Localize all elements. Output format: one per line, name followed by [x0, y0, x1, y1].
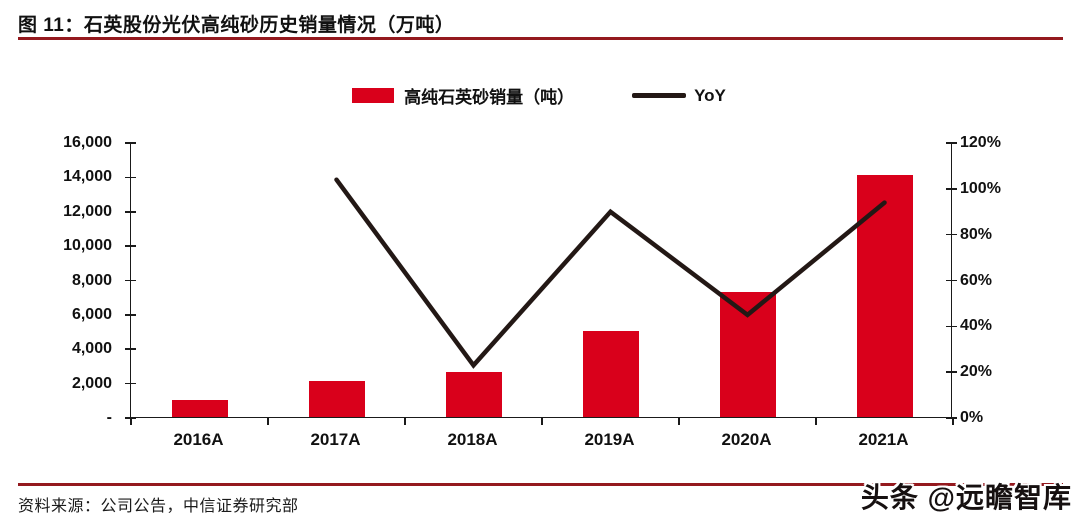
right-axis-tick-label: 20% — [960, 363, 993, 381]
right-axis-tick — [946, 279, 957, 282]
x-axis-tick — [952, 417, 954, 425]
left-axis-tick — [125, 210, 136, 213]
left-axis-tick-label: 12,000 — [63, 202, 112, 220]
right-axis-tick — [946, 142, 957, 144]
bar-series-swatch — [352, 88, 395, 103]
left-axis-tick-label: 10,000 — [63, 237, 112, 255]
x-axis-tick — [404, 417, 406, 425]
title-divider — [18, 37, 1063, 40]
left-axis-tick-labels: 16,000 14,000 12,000 10,000 8,000 6,000 4,000 2… — [0, 134, 122, 426]
left-axis-tick-label: 4,000 — [71, 340, 112, 358]
right-axis-tick — [946, 417, 957, 419]
left-axis-tick — [125, 176, 136, 179]
right-axis-tick — [946, 188, 957, 190]
left-axis-tick — [125, 314, 136, 316]
left-axis-tick-label: 16,000 — [63, 134, 112, 151]
left-axis-tick — [125, 245, 136, 247]
x-axis-tick-label: 2020A — [721, 430, 772, 449]
x-axis-tick-label: 2018A — [447, 430, 498, 449]
yoy-line-chart — [334, 177, 887, 369]
right-axis-tick — [946, 233, 957, 236]
left-axis-tick-label: - — [106, 409, 112, 426]
left-axis-tick — [125, 348, 136, 351]
x-axis-tick — [130, 417, 132, 425]
left-axis-tick-label: 2,000 — [71, 374, 112, 392]
left-axis-tick — [125, 279, 136, 282]
x-axis-tick-label: 2016A — [173, 430, 224, 449]
bar-2016A — [171, 399, 228, 417]
x-axis-tick-labels: 2016A 2017A 2018A 2019A 2020A 2021A — [130, 430, 952, 452]
figure-title: 图 11：石英股份光伏高纯砂历史销量情况（万吨） — [18, 15, 455, 36]
bar-2018A — [445, 372, 502, 417]
chart-legend: 高纯石英砂销量（吨） YoY — [0, 83, 1078, 108]
left-axis-tick — [125, 142, 136, 144]
right-axis-tick-label: 80% — [960, 225, 993, 243]
right-axis-tick-label: 60% — [960, 271, 993, 289]
bar-series-label: 高纯石英砂销量（吨） — [404, 88, 575, 107]
x-axis-tick-label: 2021A — [858, 430, 909, 449]
x-axis-tick-label: 2019A — [584, 430, 635, 449]
line-series-label: YoY — [694, 85, 726, 105]
bar-2019A — [582, 331, 639, 417]
right-axis-tick-label: 120% — [960, 134, 1001, 151]
right-axis-tick-labels: 120% 100% 80% 60% 40% 20% 0% — [960, 134, 1078, 426]
right-axis-tick-label: 0% — [960, 409, 984, 426]
source-note: 资料来源：公司公告，中信证券研究部 — [18, 498, 299, 515]
left-axis-tick-label: 8,000 — [71, 271, 112, 289]
watermark: 头条 @远瞻智库 — [860, 482, 1072, 513]
right-axis-tick-label: 100% — [960, 179, 1001, 197]
x-axis-tick-label: 2017A — [310, 430, 361, 449]
right-axis-tick — [946, 325, 957, 328]
line-series-swatch — [632, 93, 687, 98]
x-axis-tick — [541, 417, 543, 425]
x-axis-tick — [815, 417, 817, 425]
right-axis-tick-label: 40% — [960, 317, 993, 335]
left-axis-tick-label: 14,000 — [63, 168, 112, 186]
bar-2017A — [308, 380, 365, 417]
x-axis-tick — [267, 417, 269, 425]
left-axis-tick-label: 6,000 — [71, 305, 112, 323]
footer-divider — [18, 483, 1063, 486]
left-axis-tick — [125, 382, 136, 385]
yoy-line — [334, 177, 887, 369]
x-axis-tick — [678, 417, 680, 425]
plot-area — [125, 142, 957, 425]
right-axis-tick — [946, 371, 957, 373]
